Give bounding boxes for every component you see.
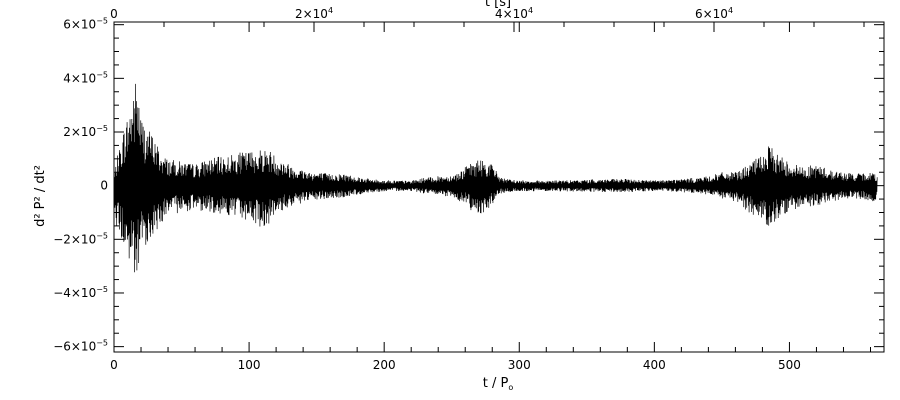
x2-axis-title: t [s] <box>485 0 511 10</box>
y-tick-label: 0 <box>100 179 108 193</box>
x-tick-label: 100 <box>238 358 261 372</box>
plot-frame <box>113 21 885 353</box>
ticks <box>113 22 884 352</box>
x-tick-label: 200 <box>373 358 396 372</box>
x2-tick-label: 2×104 <box>295 6 333 21</box>
x-tick-label: 400 <box>643 358 666 372</box>
y-tick-label: −4×10−5 <box>53 285 108 300</box>
x2-tick-label: 6×104 <box>695 6 733 21</box>
x2-tick-label: 0 <box>110 7 118 21</box>
x2-tick-label: 4×104 <box>495 6 533 21</box>
y-tick-label: −2×10−5 <box>53 231 108 246</box>
axes-frame <box>113 21 885 353</box>
y-axis-title: d² P² / dt² <box>33 165 48 227</box>
x-tick-label: 300 <box>508 358 531 372</box>
y-tick-label: −6×10−5 <box>53 339 108 354</box>
x-tick-label: 0 <box>110 358 118 372</box>
signal-layer <box>113 83 878 273</box>
x-axis-title: t / Po <box>483 376 514 392</box>
x-tick-label: 500 <box>778 358 801 372</box>
signal-line <box>113 83 878 273</box>
